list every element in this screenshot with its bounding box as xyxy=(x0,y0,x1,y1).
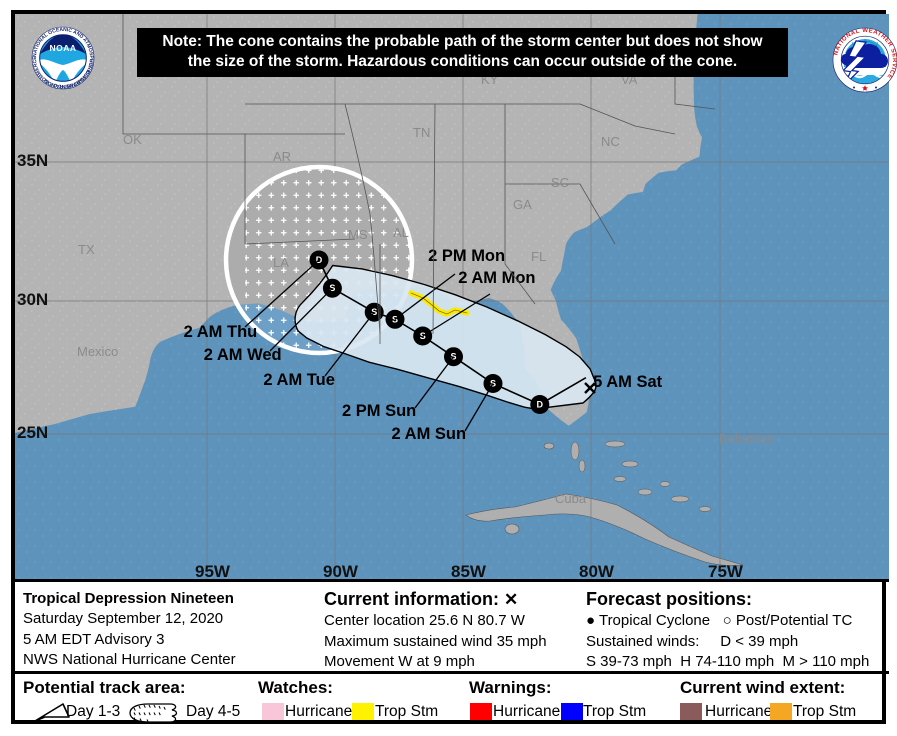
svg-text:2 AM Sun: 2 AM Sun xyxy=(392,425,467,443)
svg-text:D: D xyxy=(537,400,544,410)
svg-text:2 PM Sun: 2 PM Sun xyxy=(342,402,416,420)
svg-text:2 AM Tue: 2 AM Tue xyxy=(263,371,335,389)
svg-text:2 AM Thu: 2 AM Thu xyxy=(184,323,258,341)
svg-text:2 PM Mon: 2 PM Mon xyxy=(428,247,505,265)
svg-text:2 AM Wed: 2 AM Wed xyxy=(204,346,282,364)
svg-text:2 AM Mon: 2 AM Mon xyxy=(458,269,535,287)
svg-text:5 AM Sat: 5 AM Sat xyxy=(593,373,663,391)
svg-text:D: D xyxy=(316,255,323,265)
svg-text:NOAA: NOAA xyxy=(49,43,76,53)
